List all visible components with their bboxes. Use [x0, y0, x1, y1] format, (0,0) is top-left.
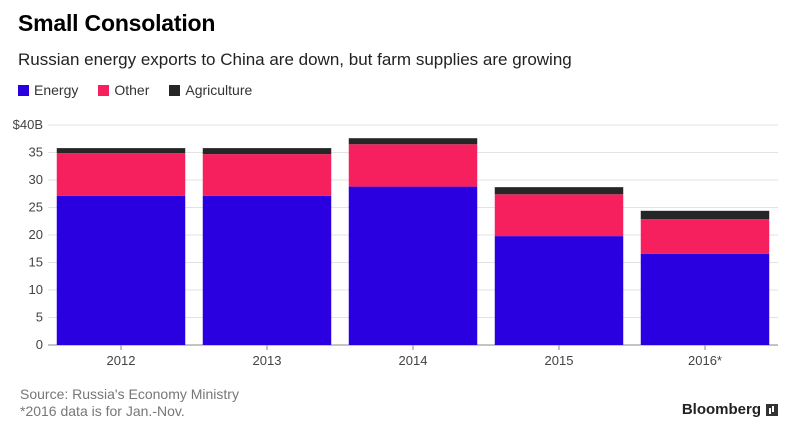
- source-note: Source: Russia's Economy Ministry: [20, 386, 239, 402]
- x-tick-label-2016: 2016*: [688, 353, 722, 368]
- bar-energy-2012: [56, 195, 186, 345]
- legend-swatch-other: [98, 84, 110, 96]
- data-note: *2016 data is for Jan.-Nov.: [20, 403, 185, 419]
- y-tick-label-5: 5: [36, 310, 43, 325]
- brand-name: Bloomberg: [681, 401, 761, 418]
- y-tick-label-10: 10: [29, 282, 43, 297]
- legend-swatch-agriculture: [169, 84, 181, 96]
- y-tick-label-30: 30: [29, 172, 43, 187]
- y-tick-label-15: 15: [29, 255, 43, 270]
- x-tick-label-2012: 2012: [107, 353, 136, 368]
- legend-item-agriculture: Agriculture: [169, 82, 252, 98]
- stacked-bar-chart: 0 5 10 15 20 25 30 35 $40B 2012 2013 2014 2015 2016*: [13, 117, 778, 368]
- legend-item-other: Other: [98, 82, 149, 98]
- bar-other-2014: [348, 144, 478, 187]
- bar-agriculture-2012: [56, 148, 186, 154]
- legend-label-other: Other: [114, 82, 150, 98]
- chart-subtitle: Russian energy exports to China are down…: [18, 50, 572, 69]
- legend-item-energy: Energy: [18, 82, 78, 98]
- bar-other-2012: [56, 153, 186, 196]
- bar-other-2013: [202, 154, 332, 196]
- bloomberg-icon: [766, 403, 778, 416]
- y-tick-label-25: 25: [29, 200, 43, 215]
- bar-energy-2015: [494, 236, 624, 345]
- x-tick-label-2013: 2013: [253, 353, 282, 368]
- y-tick-label-35: 35: [29, 145, 43, 160]
- chart-title: Small Consolation: [18, 10, 216, 36]
- bar-energy-2016: [640, 253, 770, 345]
- x-tick-label-2015: 2015: [545, 353, 574, 368]
- bloomberg-logo: Bloomberg: [682, 401, 778, 418]
- bar-energy-2013: [202, 195, 332, 345]
- legend: Energy Other Agriculture: [18, 82, 272, 98]
- bar-agriculture-2015: [494, 187, 624, 195]
- y-tick-label-0: 0: [36, 337, 43, 352]
- y-tick-label-20: 20: [29, 227, 43, 242]
- y-tick-label-40: $40B: [13, 117, 43, 132]
- bar-energy-2014: [348, 186, 478, 345]
- legend-label-energy: Energy: [34, 82, 79, 98]
- bar-other-2015: [494, 194, 624, 237]
- footer: Source: Russia's Economy Ministry *2016 …: [20, 386, 239, 420]
- bar-agriculture-2016: [640, 210, 770, 220]
- bar-agriculture-2014: [348, 138, 478, 145]
- bar-agriculture-2013: [202, 148, 332, 155]
- legend-label-agriculture: Agriculture: [185, 82, 253, 98]
- bar-other-2016: [640, 219, 770, 254]
- legend-swatch-energy: [18, 84, 29, 96]
- x-tick-label-2014: 2014: [399, 353, 428, 368]
